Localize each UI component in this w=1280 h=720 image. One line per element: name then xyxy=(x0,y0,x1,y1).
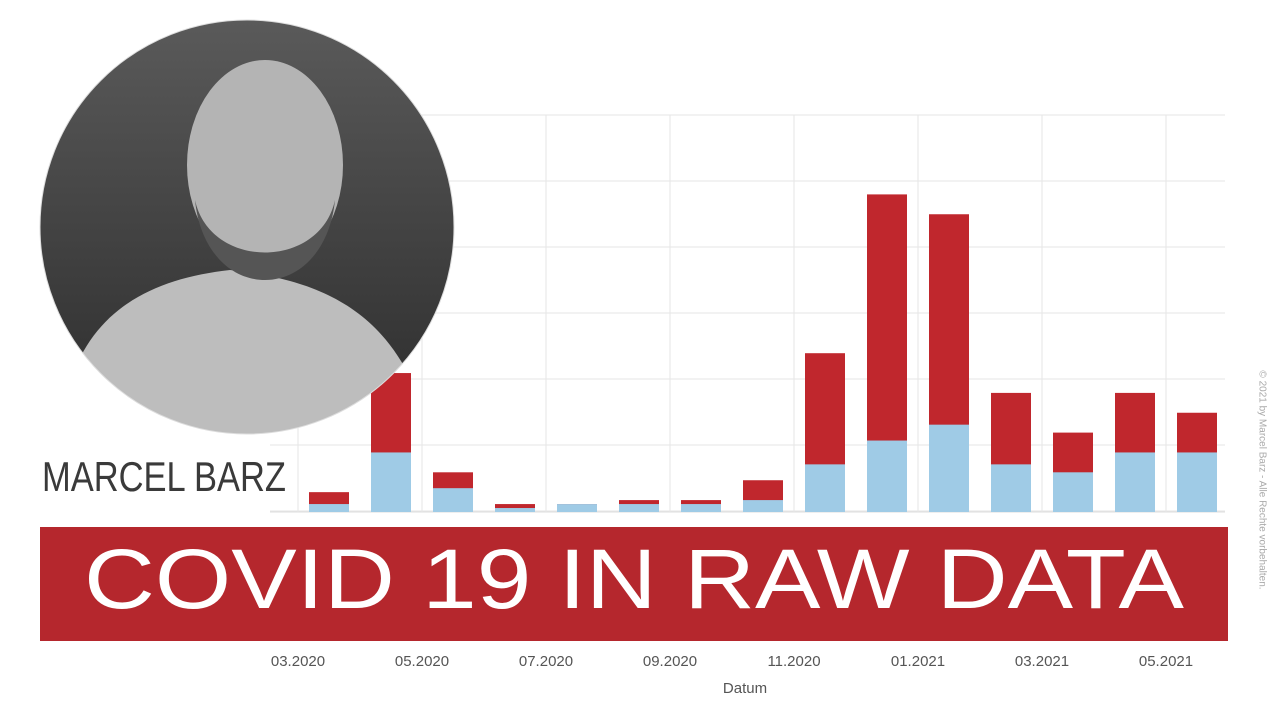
bar xyxy=(743,500,783,512)
bar xyxy=(929,424,969,512)
x-tick-label: 11.2020 xyxy=(767,653,820,670)
bar xyxy=(805,464,845,512)
x-tick-label: 09.2020 xyxy=(643,653,697,670)
x-tick-label: 03.2021 xyxy=(1015,653,1069,670)
chart: 03.2020 05.2020 07.2020 09.2020 11.2020 01.20… xyxy=(270,114,1225,697)
x-tick-label: 05.2020 xyxy=(395,653,449,670)
bar xyxy=(495,508,535,512)
bar xyxy=(681,504,721,512)
bar xyxy=(1115,452,1155,512)
bar xyxy=(991,464,1031,512)
x-tick-label: 03.2020 xyxy=(271,653,325,670)
x-tick-label: 07.2020 xyxy=(519,653,573,670)
x-axis-label: Datum xyxy=(723,680,767,697)
copyright: © 2021 by Marcel Barz - Alle Rechte vorb… xyxy=(1256,370,1267,589)
title: COVID 19 IN RAW DATA xyxy=(84,532,1184,626)
bar xyxy=(433,488,473,512)
bar xyxy=(309,504,349,512)
x-tick-label: 05.2021 xyxy=(1139,653,1193,670)
bar xyxy=(619,504,659,512)
bar xyxy=(1177,452,1217,512)
author-name: MARCEL BARZ xyxy=(42,453,286,500)
portrait-frame xyxy=(39,19,455,435)
title-banner xyxy=(40,527,1228,641)
bar xyxy=(867,440,907,512)
bar xyxy=(371,452,411,512)
bar xyxy=(1053,472,1093,512)
x-tick-label: 01.2021 xyxy=(891,653,945,670)
bar xyxy=(557,504,597,512)
portrait xyxy=(40,20,454,434)
